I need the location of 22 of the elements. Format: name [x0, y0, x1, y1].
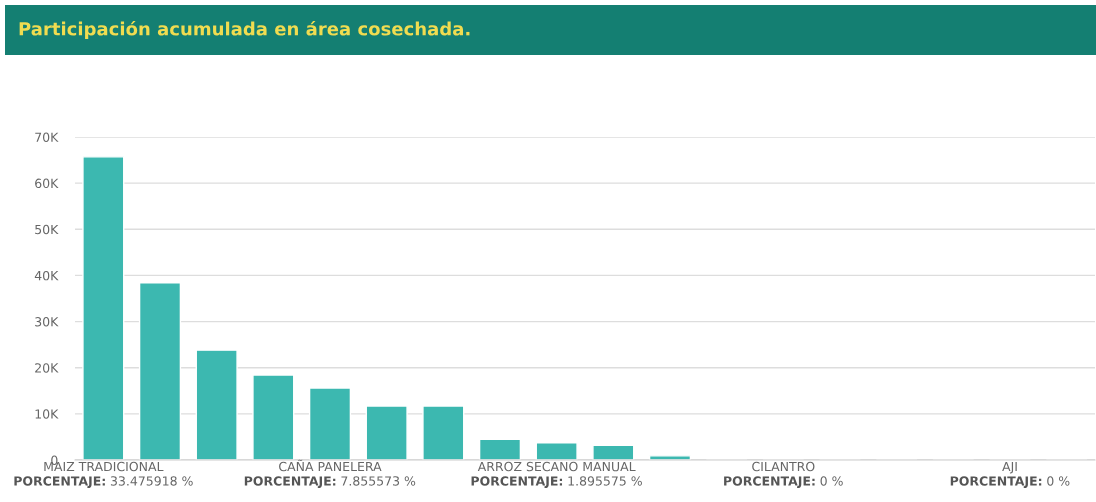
chart-title: Participación acumulada en área cosechada. [19, 20, 470, 40]
x-tick-label: AJI PORCENTAJE: 0 % [950, 462, 1070, 488]
y-tick-label: 40K [34, 270, 59, 281]
bar [195, 349, 238, 460]
y-tick-label: 10K [35, 409, 59, 419]
y-tick-label: 50K [35, 224, 59, 235]
bar [365, 405, 408, 460]
x-tick-label: ARROZ SECANO MANUAL PORCENTAJE: 1.895575 % [471, 461, 642, 488]
bar [138, 282, 182, 460]
bar [592, 444, 635, 460]
bar [308, 387, 352, 460]
bar [535, 442, 578, 460]
y-tick-label: 20K [35, 363, 59, 373]
bar [478, 438, 522, 460]
x-tick-label: CAÑA PANELERA PORCENTAJE: 7.855573 % [244, 459, 416, 488]
y-tick-label: 60K [35, 178, 59, 189]
bar [422, 405, 465, 460]
x-tick-label: CILANTRO PORCENTAJE: 0 % [724, 461, 843, 488]
bar [82, 156, 125, 460]
y-tick-label: 70K [35, 132, 59, 142]
y-tick-label: 30K [35, 317, 59, 327]
bar [252, 374, 295, 460]
